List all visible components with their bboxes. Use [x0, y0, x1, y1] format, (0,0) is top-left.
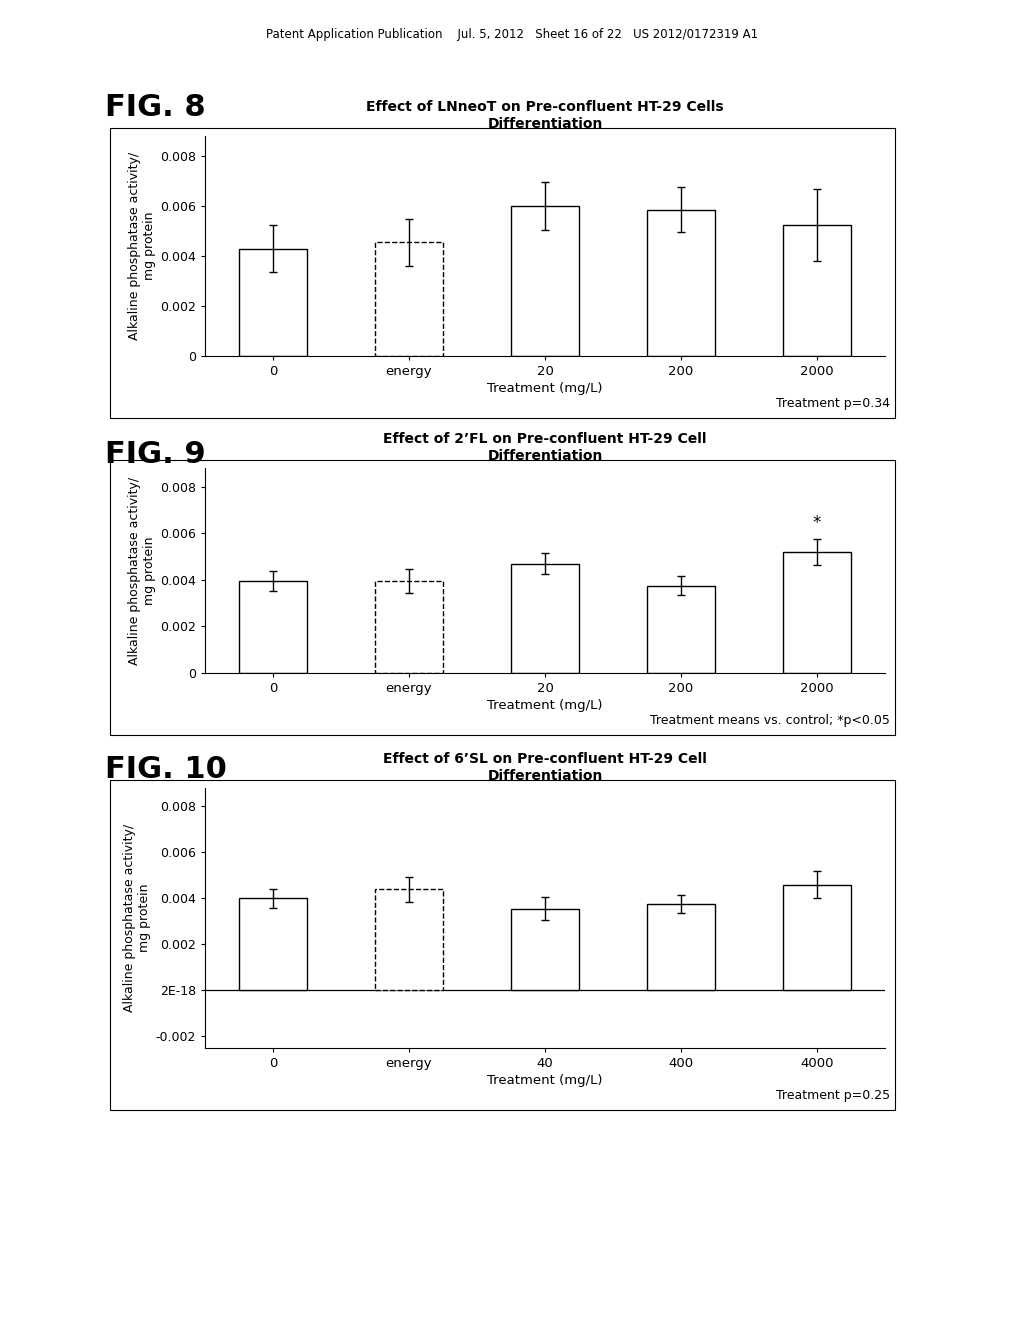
Text: *: *: [813, 513, 821, 532]
Bar: [511, 564, 579, 673]
Bar: [783, 884, 851, 990]
X-axis label: Treatment (mg/L): Treatment (mg/L): [487, 700, 603, 713]
Bar: [647, 210, 715, 356]
Text: FIG. 9: FIG. 9: [105, 440, 206, 469]
Title: Effect of 2’FL on Pre-confluent HT-29 Cell
Differentiation: Effect of 2’FL on Pre-confluent HT-29 Ce…: [383, 433, 707, 463]
Y-axis label: Alkaline phosphatase activity/
mg protein: Alkaline phosphatase activity/ mg protei…: [124, 824, 152, 1012]
X-axis label: Treatment (mg/L): Treatment (mg/L): [487, 1074, 603, 1088]
Title: Effect of 6’SL on Pre-confluent HT-29 Cell
Differentiation: Effect of 6’SL on Pre-confluent HT-29 Ce…: [383, 752, 707, 783]
Text: Treatment means vs. control; *p<0.05: Treatment means vs. control; *p<0.05: [650, 714, 890, 727]
Text: FIG. 8: FIG. 8: [105, 92, 206, 121]
Text: FIG. 10: FIG. 10: [105, 755, 227, 784]
Bar: [511, 908, 579, 990]
Bar: [647, 586, 715, 673]
Text: Patent Application Publication    Jul. 5, 2012   Sheet 16 of 22   US 2012/017231: Patent Application Publication Jul. 5, 2…: [266, 28, 758, 41]
Bar: [239, 248, 307, 356]
Bar: [375, 243, 443, 356]
X-axis label: Treatment (mg/L): Treatment (mg/L): [487, 383, 603, 395]
Bar: [375, 890, 443, 990]
Bar: [239, 581, 307, 673]
Title: Effect of LNneoT on Pre-confluent HT-29 Cells
Differentiation: Effect of LNneoT on Pre-confluent HT-29 …: [367, 100, 724, 131]
Y-axis label: Alkaline phosphatase activity/
mg protein: Alkaline phosphatase activity/ mg protei…: [128, 477, 156, 664]
Text: Treatment p=0.25: Treatment p=0.25: [776, 1089, 890, 1102]
Bar: [375, 581, 443, 673]
Bar: [239, 899, 307, 990]
Bar: [783, 224, 851, 356]
Bar: [647, 904, 715, 990]
Bar: [511, 206, 579, 356]
Text: Treatment p=0.34: Treatment p=0.34: [776, 397, 890, 411]
Bar: [783, 552, 851, 673]
Y-axis label: Alkaline phosphatase activity/
mg protein: Alkaline phosphatase activity/ mg protei…: [128, 152, 156, 341]
